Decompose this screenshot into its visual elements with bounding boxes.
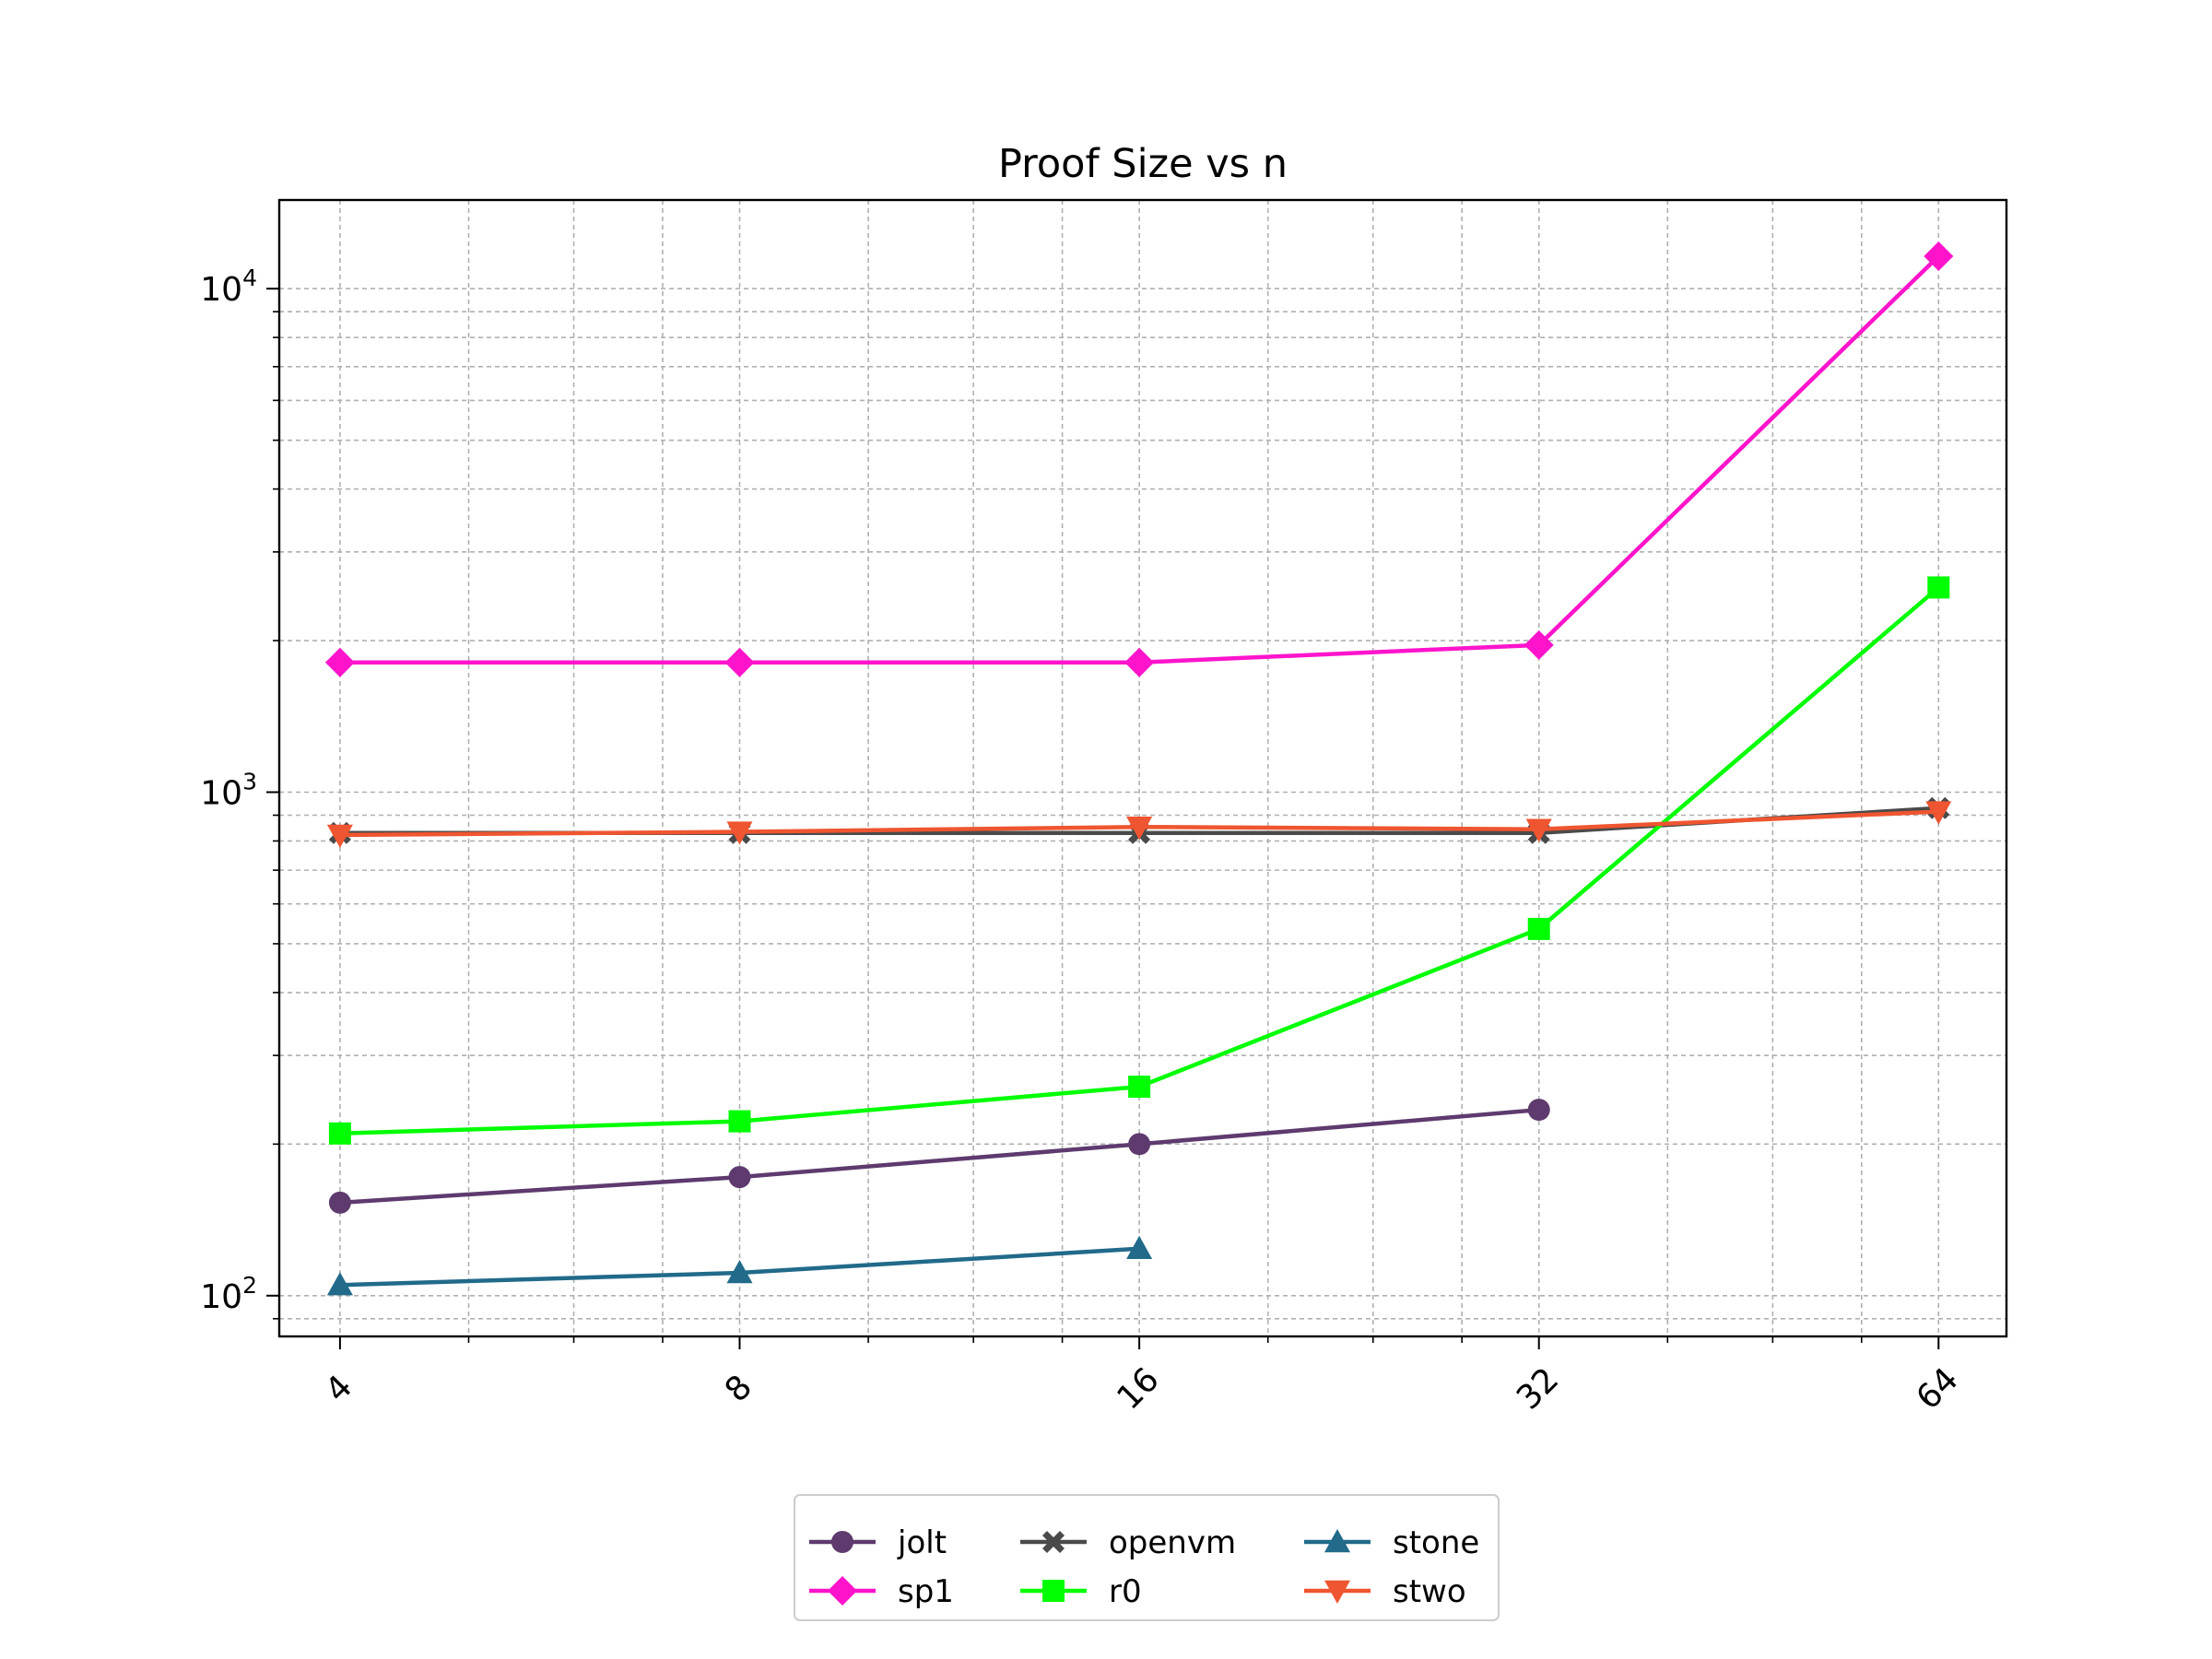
point-sp1 bbox=[324, 647, 355, 677]
legend-item-openvm: openvm bbox=[1020, 1524, 1236, 1561]
series-stone bbox=[326, 1235, 1153, 1296]
point-sp1 bbox=[724, 647, 755, 677]
point-stwo bbox=[726, 821, 753, 845]
series-layer bbox=[324, 241, 1954, 1296]
series-r0 bbox=[328, 576, 1950, 1145]
point-stone bbox=[1126, 1235, 1153, 1259]
point-sp1 bbox=[1124, 647, 1155, 677]
legend-label: stone bbox=[1393, 1524, 1479, 1561]
legend-item-jolt: jolt bbox=[809, 1524, 947, 1561]
plot-frame bbox=[277, 198, 2008, 1338]
legend-marker bbox=[1042, 1531, 1065, 1553]
y-tick-label: 102 bbox=[200, 1272, 257, 1316]
series-line-jolt bbox=[339, 1107, 1539, 1206]
point-jolt bbox=[1128, 1133, 1151, 1156]
series-sp1 bbox=[324, 241, 1954, 677]
legend-marker bbox=[1324, 1580, 1350, 1604]
point-r0 bbox=[1927, 576, 1950, 599]
series-jolt bbox=[328, 1099, 1550, 1214]
legend-label: stwo bbox=[1393, 1573, 1466, 1610]
point-r0 bbox=[1527, 917, 1550, 940]
point-stwo bbox=[1126, 817, 1153, 841]
point-jolt bbox=[328, 1191, 351, 1214]
point-stwo bbox=[1925, 801, 1952, 825]
legend-item-r0: r0 bbox=[1020, 1573, 1142, 1610]
series-stwo bbox=[326, 801, 1952, 849]
legend-label: sp1 bbox=[898, 1573, 954, 1610]
legend-marker bbox=[1042, 1580, 1065, 1602]
point-stwo bbox=[1525, 818, 1552, 842]
legend-item-sp1: sp1 bbox=[809, 1573, 954, 1610]
legend-item-stone: stone bbox=[1304, 1524, 1479, 1561]
point-jolt bbox=[1527, 1099, 1550, 1122]
grid bbox=[279, 200, 2006, 1336]
point-sp1 bbox=[1924, 241, 1954, 271]
point-stone bbox=[326, 1272, 353, 1296]
legend-item-stwo: stwo bbox=[1304, 1573, 1466, 1610]
legend-marker bbox=[1324, 1529, 1350, 1553]
point-stone bbox=[726, 1260, 753, 1284]
y-tick-label: 103 bbox=[200, 768, 257, 812]
chart-title: Proof Size vs n bbox=[998, 141, 1288, 187]
point-r0 bbox=[1128, 1076, 1151, 1099]
point-sp1 bbox=[1524, 629, 1554, 660]
y-tick-label: 104 bbox=[200, 265, 257, 309]
legend-label: r0 bbox=[1109, 1573, 1142, 1610]
legend: jolt sp1 openvm r0 stone stwo bbox=[794, 1494, 1500, 1621]
point-jolt bbox=[728, 1166, 751, 1189]
legend-marker bbox=[831, 1531, 853, 1553]
point-r0 bbox=[728, 1110, 751, 1133]
point-r0 bbox=[328, 1122, 351, 1145]
point-stwo bbox=[326, 824, 353, 849]
legend-marker bbox=[828, 1576, 857, 1606]
legend-label: openvm bbox=[1109, 1524, 1236, 1561]
legend-label: jolt bbox=[897, 1524, 947, 1561]
